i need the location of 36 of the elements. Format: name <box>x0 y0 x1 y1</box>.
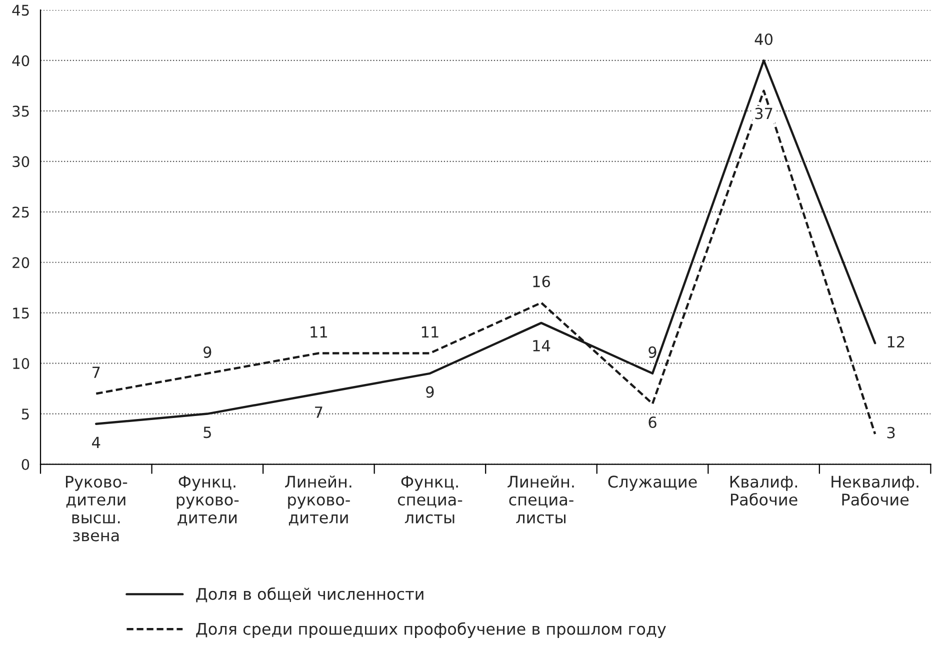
y-tick-label: 30 <box>12 156 30 168</box>
y-tick-label: 15 <box>13 308 29 319</box>
data-label: 3 <box>887 426 895 438</box>
x-tick-label: Линейн. руково- дители <box>285 475 352 526</box>
data-label: 7 <box>92 366 100 378</box>
x-tick-label: Линейн. специа- листы <box>508 475 574 524</box>
y-tick-label: 45 <box>12 4 29 16</box>
y-tick-label: 40 <box>12 55 30 66</box>
data-label: 9 <box>204 346 212 358</box>
y-tick-label: 35 <box>12 106 29 117</box>
x-tick-label: Функц. специа- листы <box>398 476 462 524</box>
data-label: 37 <box>755 108 772 120</box>
data-label: 11 <box>310 326 327 338</box>
data-label: 9 <box>426 386 434 398</box>
x-tick-label: Служащие <box>608 476 697 491</box>
data-label: 6 <box>648 416 656 428</box>
data-label: 12 <box>888 336 904 348</box>
data-label: 7 <box>315 406 322 418</box>
y-tick-label: 0 <box>22 458 30 470</box>
x-tick-label: Неквалиф. Рабочие <box>832 476 918 506</box>
data-label: 4 <box>92 436 100 448</box>
data-label: 5 <box>204 426 211 438</box>
data-label: 9 <box>648 346 656 358</box>
y-tick-label: 25 <box>12 206 29 218</box>
data-label: 11 <box>422 326 438 338</box>
x-tick-label: Функц. руково- дители <box>176 476 239 526</box>
y-tick-label: 20 <box>12 257 30 268</box>
x-tick-label: Квалиф. Рабочие <box>730 476 798 506</box>
data-label: 16 <box>533 276 550 288</box>
data-label: 40 <box>754 33 772 46</box>
y-tick-label: 5 <box>22 408 29 420</box>
legend-label: Доля в общей численности <box>196 587 424 602</box>
legend-label: Доля среди прошедших профобучение в прошлом году <box>196 622 666 638</box>
y-tick-label: 10 <box>13 358 30 370</box>
x-tick-label: Руково- дители высш. звена <box>66 476 128 542</box>
data-label: 14 <box>533 340 550 352</box>
